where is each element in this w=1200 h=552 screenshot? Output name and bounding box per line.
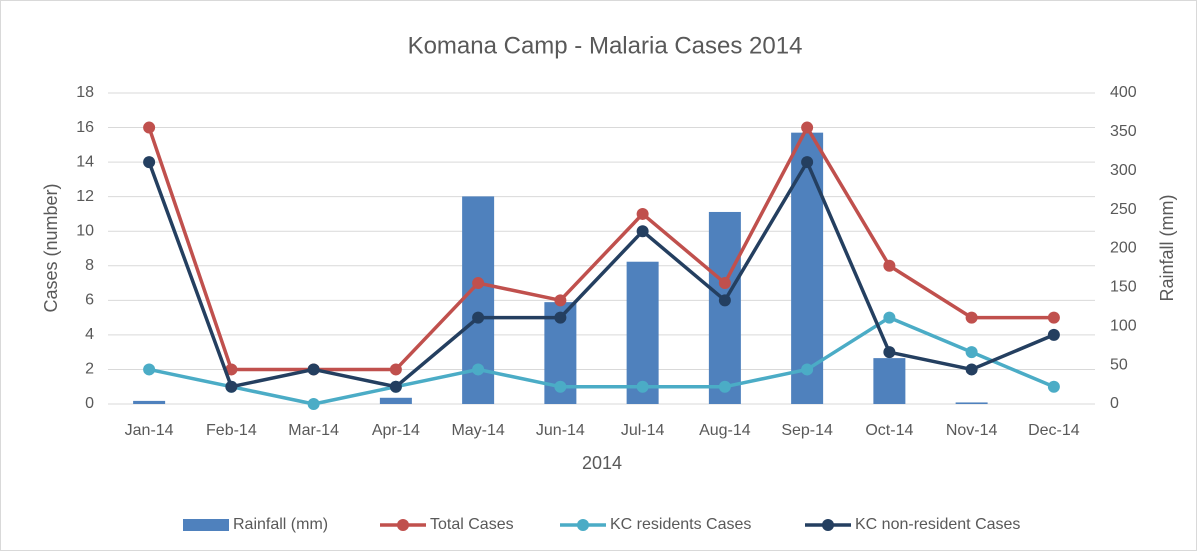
y-tick-label: 12 <box>76 188 94 205</box>
x-tick-label: Oct-14 <box>865 422 913 439</box>
legend-label: KC residents Cases <box>610 516 751 533</box>
point <box>801 363 814 376</box>
line <box>147 160 1055 389</box>
y-tick-label: 2 <box>85 361 94 378</box>
y-tick-label: 6 <box>85 292 94 309</box>
y2-tick-label: 200 <box>1110 240 1137 257</box>
point <box>225 363 238 376</box>
y-tick-label: 4 <box>85 326 94 343</box>
point <box>883 259 896 272</box>
point <box>883 311 896 324</box>
y2-tick-label: 150 <box>1110 279 1137 296</box>
point <box>554 311 567 324</box>
y-tick-label: 18 <box>76 84 94 101</box>
bar <box>708 211 741 404</box>
point <box>143 363 156 376</box>
y-axis-title: Cases (number) <box>41 183 61 312</box>
y-tick-label: 10 <box>76 222 94 239</box>
legend-swatch <box>183 519 229 531</box>
point <box>801 156 814 169</box>
point <box>636 207 649 220</box>
point <box>554 380 567 393</box>
point <box>883 346 896 359</box>
legend-marker <box>577 519 589 531</box>
y-tick-label: 0 <box>85 395 94 412</box>
legend-label: KC non-resident Cases <box>855 516 1020 533</box>
point <box>307 363 320 376</box>
x-tick-label: Jun-14 <box>536 422 585 439</box>
x-tick-label: Feb-14 <box>206 422 257 439</box>
y2-tick-label: 50 <box>1110 356 1128 373</box>
y2-axis-title: Rainfall (mm) <box>1157 194 1177 301</box>
x-tick-label: Dec-14 <box>1028 422 1080 439</box>
x-tick-label: Apr-14 <box>372 422 420 439</box>
y2-tick-label: 350 <box>1110 123 1137 140</box>
point <box>718 294 731 307</box>
point <box>636 225 649 238</box>
point <box>143 156 156 169</box>
y2-tick-label: 250 <box>1110 201 1137 218</box>
x-axis-title: 2014 <box>582 453 622 473</box>
point <box>472 277 485 290</box>
y-tick-label: 8 <box>85 257 94 274</box>
point <box>1047 380 1060 393</box>
point <box>389 380 402 393</box>
point <box>1047 311 1060 324</box>
point <box>965 311 978 324</box>
point <box>472 363 485 376</box>
point <box>965 363 978 376</box>
y2-tick-label: 400 <box>1110 84 1137 101</box>
point <box>225 380 238 393</box>
point <box>307 398 320 410</box>
line <box>147 125 1054 372</box>
legend-marker <box>822 519 834 531</box>
x-tick-label: May-14 <box>451 422 504 439</box>
y2-tick-label: 100 <box>1110 317 1137 334</box>
legend-label: Rainfall (mm) <box>233 516 328 533</box>
y-tick-label: 16 <box>76 119 94 136</box>
bar <box>379 397 412 404</box>
point <box>965 346 978 359</box>
bar <box>626 261 659 404</box>
point <box>389 363 402 376</box>
point <box>554 294 567 307</box>
legend-marker <box>397 519 409 531</box>
chart-title: Komana Camp - Malaria Cases 2014 <box>408 32 803 59</box>
point <box>718 277 731 290</box>
point <box>472 311 485 324</box>
x-tick-label: Sep-14 <box>781 422 833 439</box>
x-tick-label: Aug-14 <box>699 422 751 439</box>
bar <box>133 400 166 404</box>
y-tick-label: 14 <box>76 153 94 170</box>
line <box>148 315 1055 406</box>
point <box>1047 328 1060 341</box>
y2-tick-label: 300 <box>1110 162 1137 179</box>
point <box>636 380 649 393</box>
point <box>143 121 156 134</box>
point <box>801 121 814 134</box>
point <box>718 380 731 393</box>
y2-tick-label: 0 <box>1110 395 1119 412</box>
x-tick-label: Jul-14 <box>621 422 665 439</box>
bar <box>955 402 988 404</box>
x-tick-label: Mar-14 <box>288 422 339 439</box>
bar <box>873 358 906 404</box>
x-tick-label: Nov-14 <box>946 422 998 439</box>
legend-label: Total Cases <box>430 516 514 533</box>
x-tick-label: Jan-14 <box>125 422 174 439</box>
